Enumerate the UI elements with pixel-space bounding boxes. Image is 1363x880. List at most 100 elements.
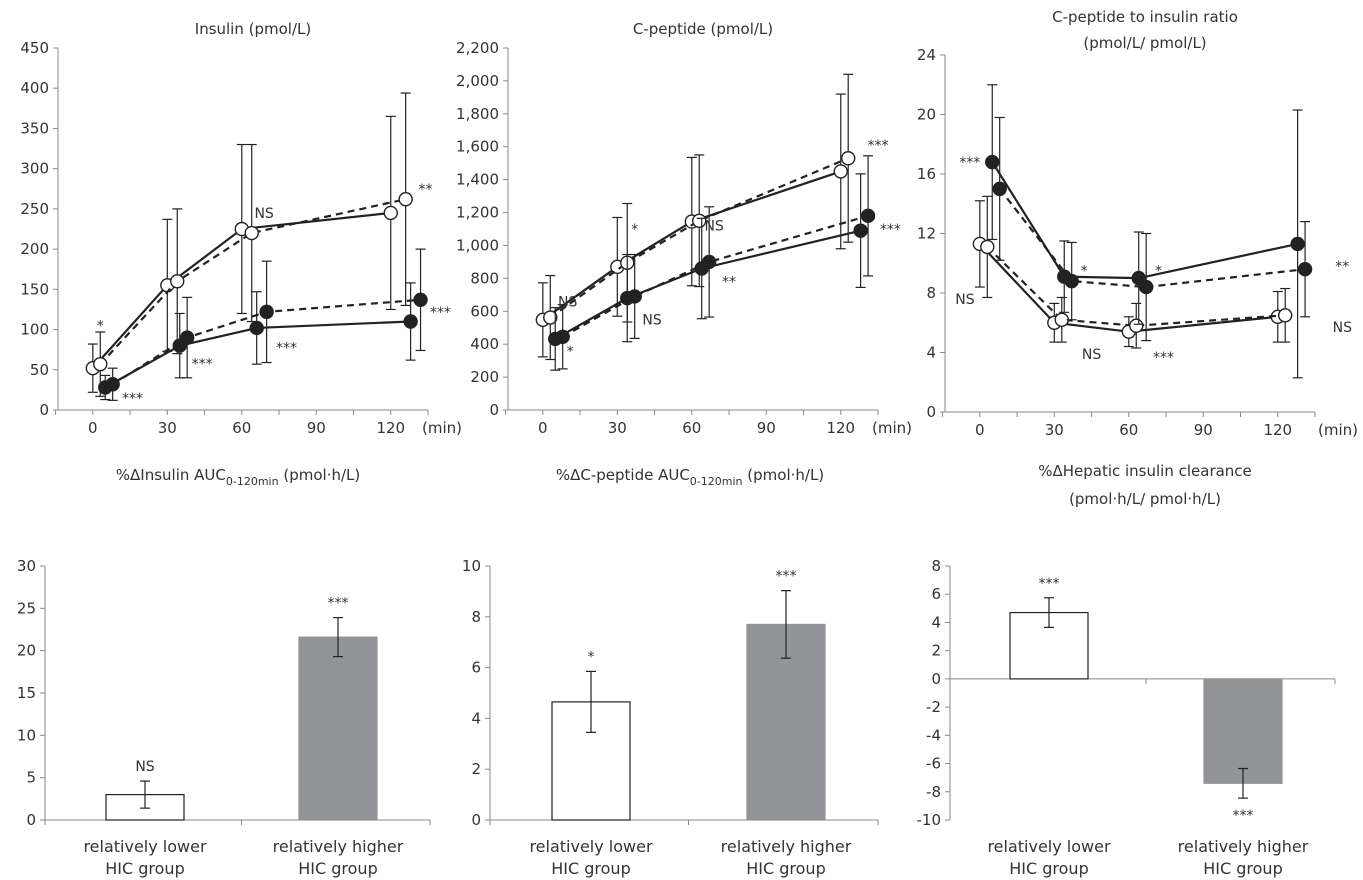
data-point bbox=[259, 304, 274, 320]
x-tick-label: 30 bbox=[1045, 421, 1064, 439]
chart-title: %ΔHepatic insulin clearance bbox=[1038, 462, 1252, 480]
y-tick-label: 20 bbox=[17, 642, 36, 660]
series-line bbox=[554, 229, 861, 340]
y-tick-label: 2 bbox=[471, 760, 481, 778]
significance-label: NS bbox=[254, 206, 273, 222]
significance-label: NS bbox=[955, 292, 974, 308]
x-unit-label: (min) bbox=[1318, 421, 1358, 439]
y-tick-label: 1,200 bbox=[456, 204, 499, 222]
y-tick-label: 300 bbox=[20, 160, 49, 178]
y-tick-label: -6 bbox=[926, 755, 941, 773]
significance-label: *** bbox=[1153, 350, 1174, 366]
category-label: HIC group bbox=[746, 859, 825, 878]
y-tick-label: 15 bbox=[17, 684, 36, 702]
series-line bbox=[542, 170, 842, 321]
data-point bbox=[853, 223, 868, 238]
series-line bbox=[991, 161, 1298, 280]
significance-label: *** bbox=[122, 391, 143, 407]
data-point bbox=[841, 151, 856, 166]
x-tick-label: 120 bbox=[826, 419, 855, 437]
y-tick-label: 0 bbox=[489, 401, 499, 419]
category-label: HIC group bbox=[551, 859, 630, 878]
data-point bbox=[403, 314, 418, 329]
data-point bbox=[701, 254, 717, 270]
data-point bbox=[985, 154, 1000, 170]
data-point bbox=[1297, 262, 1313, 277]
significance-label: ** bbox=[1335, 259, 1349, 275]
y-tick-label: 2,000 bbox=[456, 72, 499, 90]
series-line bbox=[562, 214, 869, 338]
data-point bbox=[1138, 279, 1154, 295]
category-label: HIC group bbox=[298, 859, 377, 878]
y-tick-label: 16 bbox=[917, 165, 936, 183]
y-tick-label: 10 bbox=[17, 726, 36, 744]
data-point bbox=[980, 239, 995, 255]
data-point bbox=[179, 330, 195, 345]
chart-title: %ΔC-peptide AUC0-120min (pmol·h/L) bbox=[556, 466, 824, 488]
chart-title-part: (pmol·h/L) bbox=[743, 466, 825, 484]
y-tick-label: 200 bbox=[20, 240, 49, 258]
x-tick-label: 0 bbox=[975, 421, 985, 439]
category-label: relatively higher bbox=[721, 837, 852, 856]
y-tick-label: 30 bbox=[17, 557, 36, 575]
significance-label: NS bbox=[642, 313, 661, 329]
x-tick-label: 90 bbox=[757, 419, 776, 437]
significance-label: *** bbox=[1039, 576, 1060, 592]
x-tick-label: 120 bbox=[1263, 421, 1292, 439]
y-tick-label: 0 bbox=[471, 811, 481, 829]
y-tick-label: 0 bbox=[926, 403, 936, 421]
significance-label: * bbox=[1081, 264, 1088, 280]
significance-label: * bbox=[588, 649, 595, 665]
data-point bbox=[244, 225, 259, 241]
series-3 bbox=[98, 282, 418, 401]
category-label: relatively lower bbox=[529, 837, 653, 856]
y-tick-label: 600 bbox=[470, 302, 499, 320]
y-tick-label: 4 bbox=[926, 344, 936, 362]
line-chart-1: Insulin (pmol/L)050100150200250300350400… bbox=[20, 20, 462, 437]
data-point bbox=[1064, 273, 1079, 289]
y-tick-label: 4 bbox=[931, 613, 941, 631]
significance-label: * bbox=[97, 319, 104, 335]
y-tick-label: 0 bbox=[26, 811, 36, 829]
significance-label: *** bbox=[276, 340, 297, 356]
line-chart-2: C-peptide (pmol/L)02004006008001,0001,20… bbox=[456, 20, 912, 437]
chart-title: C-peptide to insulin ratio bbox=[1052, 8, 1238, 26]
series-1 bbox=[535, 93, 848, 358]
chart-title-part: %ΔInsulin AUC bbox=[116, 466, 226, 484]
chart-title: C-peptide (pmol/L) bbox=[633, 20, 773, 38]
data-point bbox=[1290, 236, 1305, 252]
y-tick-label: 2 bbox=[931, 642, 941, 660]
y-tick-label: 8 bbox=[931, 557, 941, 575]
y-tick-label: 0 bbox=[931, 670, 941, 688]
chart-title-subscript: 0-120min bbox=[690, 475, 743, 488]
series-2 bbox=[980, 195, 1293, 349]
y-tick-label: 1,000 bbox=[456, 236, 499, 254]
y-tick-label: 2,200 bbox=[456, 39, 499, 57]
chart-title: (pmol·h/L/ pmol·h/L) bbox=[1069, 490, 1221, 508]
x-unit-label: (min) bbox=[422, 419, 462, 437]
data-point bbox=[1129, 318, 1144, 333]
significance-label: *** bbox=[776, 569, 797, 585]
data-point bbox=[543, 310, 558, 325]
chart-title-part: %ΔC-peptide AUC bbox=[556, 466, 690, 484]
category-label: relatively lower bbox=[83, 837, 207, 856]
data-point bbox=[1278, 308, 1293, 323]
significance-label: *** bbox=[328, 596, 349, 612]
y-tick-label: 200 bbox=[470, 368, 499, 386]
significance-label: ** bbox=[419, 182, 433, 198]
bar-chart-1: %ΔInsulin AUC0-120min (pmol·h/L) 0 5 10 15 20… bbox=[17, 466, 431, 878]
chart-title: %ΔInsulin AUC0-120min (pmol·h/L) bbox=[116, 466, 360, 488]
significance-label: *** bbox=[868, 138, 889, 154]
y-tick-label: 50 bbox=[30, 361, 49, 379]
y-tick-label: 10 bbox=[462, 557, 481, 575]
significance-label: *** bbox=[959, 155, 980, 171]
data-point bbox=[105, 377, 120, 392]
data-point bbox=[860, 208, 876, 224]
significance-label: *** bbox=[192, 356, 213, 372]
y-tick-label: 5 bbox=[26, 769, 36, 787]
bar-chart-3: %ΔHepatic insulin clearance (pmol·h/L/ pm… bbox=[917, 462, 1336, 878]
series-2 bbox=[93, 92, 413, 397]
y-tick-label: 1,800 bbox=[456, 105, 499, 123]
series-1 bbox=[85, 115, 398, 393]
y-tick-label: 400 bbox=[20, 79, 49, 97]
